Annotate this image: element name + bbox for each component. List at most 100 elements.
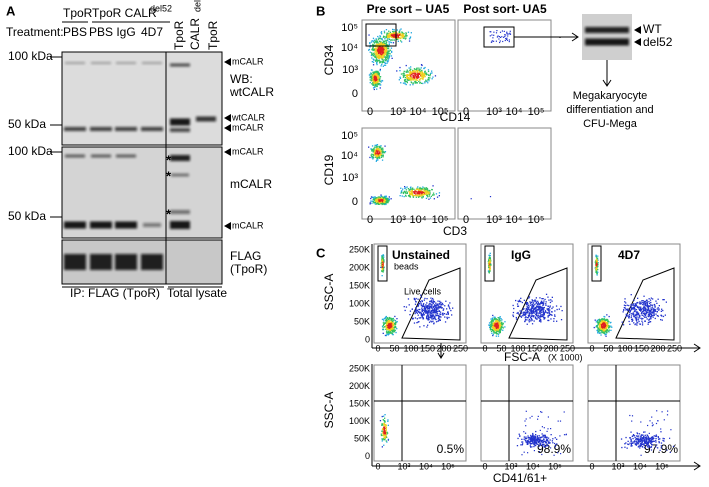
dot [382, 42, 384, 44]
dot [539, 317, 541, 319]
dot [495, 318, 497, 321]
dot [529, 308, 531, 310]
dot [380, 201, 382, 203]
dot [527, 310, 529, 313]
dot [489, 252, 491, 254]
dot [435, 311, 437, 313]
dot [506, 32, 508, 34]
dot [437, 305, 439, 307]
dot [600, 328, 602, 330]
dot [602, 329, 604, 332]
dot [601, 327, 603, 329]
dot [642, 303, 644, 306]
dot [527, 452, 529, 454]
dot [496, 30, 498, 32]
dot [629, 323, 631, 325]
dot [597, 321, 599, 324]
dot [597, 323, 599, 326]
dot [384, 199, 386, 202]
dot [423, 194, 425, 196]
dot [550, 318, 552, 320]
band [170, 155, 190, 161]
dot [603, 321, 605, 323]
dot [409, 188, 412, 190]
dot [555, 444, 557, 446]
dot [375, 75, 377, 78]
dot [375, 154, 377, 156]
dot [401, 37, 403, 39]
dot [626, 447, 628, 449]
dot [408, 304, 410, 306]
dot [607, 321, 609, 323]
label: 10⁵ [432, 106, 449, 118]
dot [437, 308, 439, 310]
dot [384, 38, 386, 40]
dot [386, 330, 388, 332]
dot [428, 78, 430, 81]
dot [639, 323, 641, 325]
dot [641, 441, 643, 444]
dot [381, 63, 383, 66]
dot [389, 34, 391, 36]
dot [382, 43, 384, 45]
dot [650, 317, 652, 319]
dot [425, 188, 427, 190]
dot [375, 57, 377, 59]
dot [525, 302, 528, 304]
dot [426, 192, 428, 194]
dot [444, 316, 446, 318]
dot [390, 47, 393, 49]
dot [541, 453, 543, 456]
dot [390, 324, 392, 326]
dot [605, 327, 607, 329]
dot [381, 159, 384, 161]
dot [420, 315, 423, 317]
gate [591, 245, 602, 282]
dot [373, 51, 376, 53]
dot [494, 329, 496, 331]
dot [449, 302, 451, 304]
dot [423, 189, 425, 191]
label: Megakaryocyte [573, 90, 648, 102]
dot [385, 321, 387, 323]
dot [444, 305, 446, 307]
dot [535, 444, 537, 447]
dot [630, 313, 632, 315]
dot [535, 439, 537, 441]
dot [407, 71, 409, 73]
dot [377, 35, 379, 38]
dot [632, 437, 634, 440]
dot [380, 84, 382, 86]
dot [505, 34, 507, 36]
dot [434, 316, 436, 318]
dot [379, 87, 381, 89]
dot [426, 318, 428, 320]
dot [634, 436, 636, 439]
dot [373, 42, 376, 44]
dot [495, 328, 497, 330]
dot [377, 159, 379, 161]
dot [383, 50, 385, 52]
dot [430, 72, 432, 74]
dot [661, 319, 663, 321]
dot [405, 306, 408, 308]
dot [601, 324, 603, 326]
dot [419, 195, 422, 197]
dot [419, 312, 421, 314]
dot [383, 266, 385, 268]
dot [374, 82, 376, 84]
dot [374, 84, 377, 86]
arrowhead [224, 148, 231, 156]
dot [376, 58, 378, 60]
dot [523, 451, 525, 453]
dot [541, 308, 543, 310]
label: PBS [63, 25, 87, 39]
dot [387, 54, 389, 56]
dot [369, 42, 371, 44]
dot [389, 326, 391, 329]
dot [646, 305, 648, 307]
dot [397, 38, 399, 41]
dot [398, 30, 401, 33]
dot [422, 193, 424, 195]
dot [413, 298, 416, 300]
